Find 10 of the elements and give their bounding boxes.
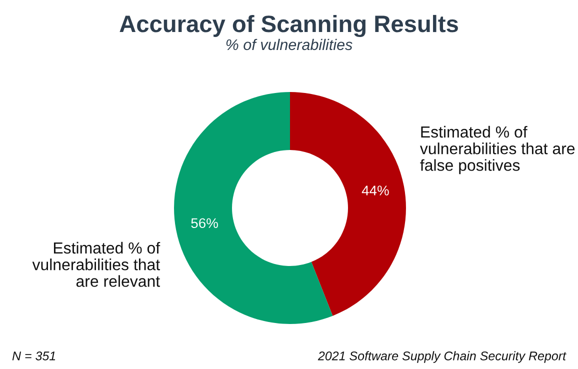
text: 2021 Software Supply Chain Security Report bbox=[318, 351, 566, 363]
data-label: 56% bbox=[191, 218, 218, 228]
chart-subtitle: % of vulnerabilities bbox=[226, 38, 352, 50]
slice-label: Estimated % of vulnerabilities that are relevant bbox=[32, 242, 160, 287]
data-label: 44% bbox=[362, 186, 389, 196]
text: N = 351 bbox=[12, 352, 56, 360]
chart-title: Accuracy of Scanning Results bbox=[120, 14, 458, 38]
slice-label: Estimated % of vulnerabilities that are false positives bbox=[420, 126, 575, 174]
donut-slice bbox=[174, 92, 333, 324]
donut-slice bbox=[290, 92, 406, 316]
